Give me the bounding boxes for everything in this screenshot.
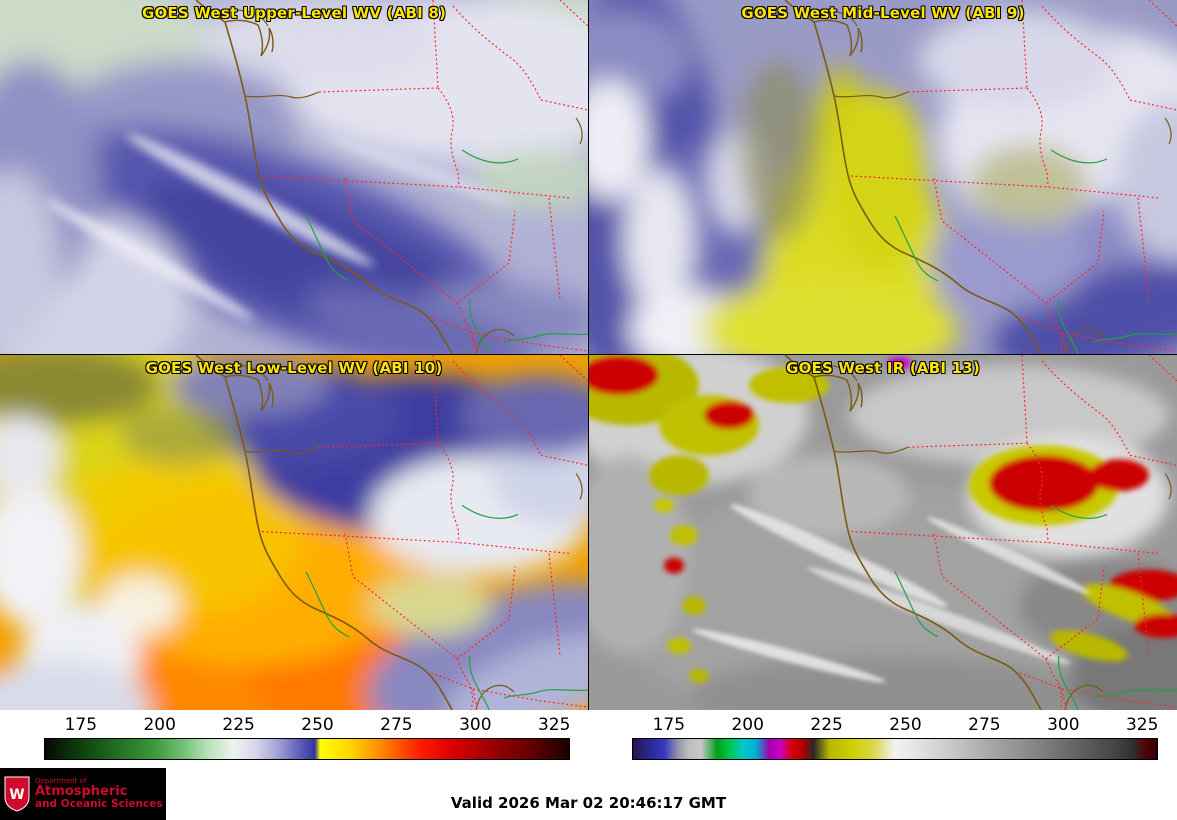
satellite-image-abi9	[589, 0, 1177, 354]
colorbar-tick: 175	[64, 715, 98, 735]
colorbar-tick: 275	[380, 715, 413, 735]
panel-title: GOES West Low-Level WV (ABI 10)	[145, 359, 443, 377]
colorbar-tick: 250	[301, 715, 334, 735]
logo-dept-line: Department of	[35, 777, 87, 785]
colorbar-tick: 275	[968, 715, 1001, 735]
panel-title: GOES West Upper-Level WV (ABI 8)	[141, 4, 447, 22]
satellite-grid: GOES West Upper-Level WV (ABI 8)	[0, 0, 1177, 710]
basemap-overlay	[784, 355, 1177, 710]
colorbar-tick: 200	[143, 715, 176, 735]
basemap-overlay	[195, 355, 588, 710]
basemap-overlay	[784, 0, 1177, 354]
panel-ir: GOES West IR (ABI 13)	[589, 355, 1177, 710]
satellite-image-abi13	[589, 355, 1177, 710]
panel-mid-level-wv: GOES West Mid-Level WV (ABI 9)	[589, 0, 1177, 354]
uw-crest-icon: W	[4, 776, 30, 812]
colorbar-tick: 225	[222, 715, 255, 735]
colorbar-wv-ticks: 175 200 225 250 275 300 325	[44, 710, 571, 738]
valid-time: Valid 2026 Mar 02 20:46:17 GMT	[450, 794, 727, 812]
colorbar-tick: 300	[459, 715, 492, 735]
colorbar-tick: 200	[731, 715, 764, 735]
bottom-strip: 175 200 225 250 275 300 325 175 200 225 …	[0, 710, 1177, 820]
colorbar-tick: 250	[889, 715, 922, 735]
colorbar-tick: 225	[810, 715, 843, 735]
colorbar-tick: 175	[652, 715, 686, 735]
aos-logo: W Department of Atmospheric and Oceanic …	[0, 768, 166, 820]
colorbar-ir-gradient	[632, 738, 1158, 760]
colorbar-wv: 175 200 225 250 275 300 325	[0, 710, 588, 770]
colorbar-tick: 325	[537, 715, 571, 735]
colorbar-tick: 325	[1125, 715, 1159, 735]
logo-line-atmospheric: Atmospheric	[35, 784, 128, 800]
panel-title: GOES West IR (ABI 13)	[786, 359, 980, 377]
satellite-image-abi8	[0, 0, 588, 354]
panel-title: GOES West Mid-Level WV (ABI 9)	[741, 4, 1025, 22]
panel-low-level-wv: GOES West Low-Level WV (ABI 10)	[0, 355, 588, 710]
logo-line-oceanic: and Oceanic Sciences	[35, 797, 163, 810]
colorbar-ir: 175 200 225 250 275 300 325	[588, 710, 1176, 770]
colorbar-wv-gradient	[44, 738, 570, 760]
panel-upper-level-wv: GOES West Upper-Level WV (ABI 8)	[0, 0, 588, 354]
basemap-overlay	[195, 0, 588, 354]
colorbar-tick: 300	[1047, 715, 1080, 735]
colorbar-ir-ticks: 175 200 225 250 275 300 325	[632, 710, 1159, 738]
svg-text:W: W	[9, 787, 24, 803]
